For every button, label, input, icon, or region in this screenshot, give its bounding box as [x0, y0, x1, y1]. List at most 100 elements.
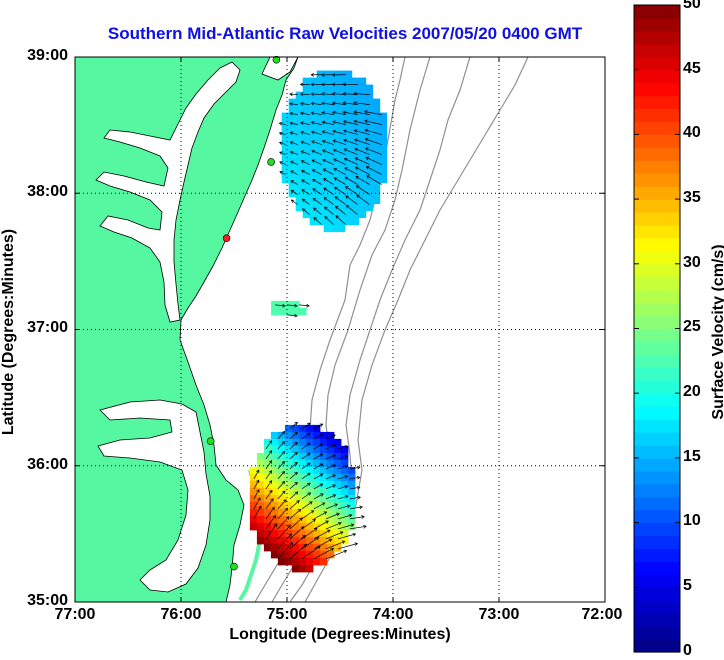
colorbar-swatch	[634, 536, 680, 550]
velocity-cell	[285, 439, 293, 447]
velocity-cell	[271, 481, 279, 489]
velocity-cell	[338, 85, 346, 93]
velocity-cell	[303, 155, 311, 163]
velocity-cell	[345, 71, 353, 79]
velocity-cell	[289, 176, 297, 184]
colorbar-swatch	[634, 367, 680, 381]
velocity-cell	[282, 176, 290, 184]
velocity-cell	[352, 141, 360, 149]
colorbar-swatch	[634, 277, 680, 291]
velocity-cell	[289, 169, 297, 177]
velocity-cell	[282, 120, 290, 128]
colorbar-swatch	[634, 523, 680, 537]
colorbar-swatch	[634, 445, 680, 459]
velocity-cell	[292, 308, 300, 316]
velocity-cell	[324, 78, 332, 86]
colorbar-tick-label: 15	[683, 448, 701, 466]
velocity-cell	[373, 176, 381, 184]
colorbar-swatch	[634, 173, 680, 187]
x-axis-label: Longitude (Degrees:Minutes)	[75, 626, 605, 644]
station-marker	[231, 563, 238, 570]
chart-title: Southern Mid-Atlantic Raw Velocities 200…	[60, 24, 630, 44]
colorbar-swatch	[634, 639, 680, 653]
colorbar-swatch	[634, 147, 680, 161]
colorbar-swatch	[634, 316, 680, 330]
velocity-cell	[292, 432, 300, 440]
velocity-cell	[296, 113, 304, 121]
velocity-cell	[285, 502, 293, 510]
velocity-cell	[282, 169, 290, 177]
velocity-cell	[352, 78, 360, 86]
velocity-cell	[292, 474, 300, 482]
velocity-cell	[345, 99, 353, 107]
velocity-cell	[257, 537, 265, 545]
velocity-cell	[317, 134, 325, 142]
x-tick-label: 76:00	[151, 606, 211, 624]
colorbar-swatch	[634, 484, 680, 498]
velocity-cell	[271, 301, 279, 309]
velocity-cell	[345, 134, 353, 142]
velocity-cell	[380, 155, 388, 163]
velocity-cell	[278, 308, 286, 316]
velocity-cell	[313, 439, 321, 447]
x-tick-label: 72:00	[572, 606, 632, 624]
velocity-cell	[334, 488, 342, 496]
velocity-cell	[310, 78, 318, 86]
velocity-cell	[327, 544, 335, 552]
colorbar-swatch	[634, 134, 680, 148]
velocity-cell	[292, 467, 300, 475]
velocity-cell	[345, 78, 353, 86]
velocity-cell	[285, 488, 293, 496]
velocity-cell	[366, 92, 374, 100]
velocity-cell	[334, 453, 342, 461]
y-tick-label: 37:00	[16, 319, 68, 337]
velocity-cell	[278, 301, 286, 309]
velocity-cell	[299, 481, 307, 489]
velocity-cell	[296, 162, 304, 170]
velocity-cell	[299, 488, 307, 496]
colorbar-swatch	[634, 574, 680, 588]
velocity-cell	[359, 183, 367, 191]
velocity-cell	[320, 460, 328, 468]
velocity-cell	[331, 162, 339, 170]
colorbar-swatch	[634, 57, 680, 71]
velocity-cell	[380, 176, 388, 184]
velocity-cell	[271, 495, 279, 503]
velocity-cell	[299, 474, 307, 482]
colorbar-swatch	[634, 587, 680, 601]
velocity-cell	[299, 558, 307, 566]
velocity-cell	[359, 92, 367, 100]
colorbar-tick-label: 0	[683, 642, 692, 660]
y-tick-label: 38:00	[16, 183, 68, 201]
colorbar-swatch	[634, 160, 680, 174]
colorbar-swatch	[634, 548, 680, 562]
velocity-cell	[271, 537, 279, 545]
colorbar-swatch	[634, 471, 680, 485]
velocity-cell	[306, 558, 314, 566]
velocity-cell	[306, 516, 314, 524]
colorbar-swatch	[634, 70, 680, 84]
velocity-cell	[352, 85, 360, 93]
velocity-cell	[373, 183, 381, 191]
velocity-cell	[282, 127, 290, 135]
velocity-cell	[345, 218, 353, 226]
velocity-cell	[289, 162, 297, 170]
velocity-cell	[271, 308, 279, 316]
velocity-cell	[331, 78, 339, 86]
velocity-cell	[348, 516, 356, 524]
velocity-cell	[278, 502, 286, 510]
velocity-cell	[373, 169, 381, 177]
velocity-cell	[257, 460, 265, 468]
velocity-cell	[292, 544, 300, 552]
velocity-cell	[352, 99, 360, 107]
velocity-cell	[250, 502, 258, 510]
velocity-cell	[366, 120, 374, 128]
velocity-cell	[334, 530, 342, 538]
velocity-cell	[359, 141, 367, 149]
colorbar-tick-label: 10	[683, 512, 701, 530]
velocity-cell	[257, 516, 265, 524]
velocity-cell	[324, 106, 332, 114]
velocity-cell	[303, 183, 311, 191]
velocity-cell	[271, 544, 279, 552]
velocity-cell	[289, 134, 297, 142]
